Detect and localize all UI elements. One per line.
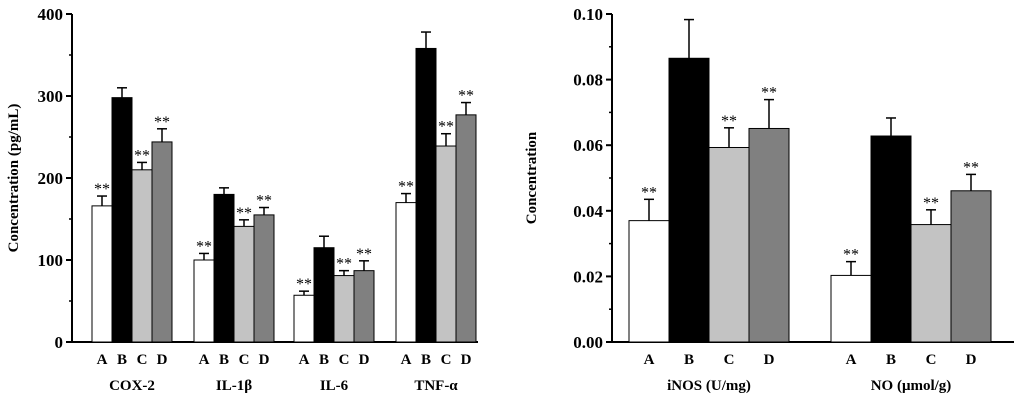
x-tick-label: B (421, 352, 431, 368)
x-tick-label: B (219, 352, 229, 368)
x-tick-label: A (846, 352, 857, 368)
bar-B (870, 135, 912, 343)
x-tick-label: D (966, 352, 977, 368)
significance-marker: ** (236, 205, 252, 222)
y-tick-label: 300 (38, 87, 64, 106)
y-tick-label: 200 (38, 169, 64, 188)
bar-C (435, 145, 457, 343)
y-tick-label: 0.00 (573, 333, 603, 352)
y-axis-title: Concentration (524, 131, 540, 224)
bar-A (395, 202, 417, 343)
significance-marker: ** (336, 256, 352, 273)
x-tick-label: D (461, 352, 472, 368)
x-tick-label: B (319, 352, 329, 368)
significance-marker: ** (458, 88, 474, 105)
bar-A (293, 294, 315, 343)
bar-B (668, 57, 710, 343)
x-tick-label: B (886, 352, 896, 368)
bar-B (111, 97, 133, 343)
bar-C (333, 275, 355, 343)
bar-B (415, 47, 437, 343)
bar-C (708, 146, 750, 343)
x-tick-label: B (684, 352, 694, 368)
y-tick-label: 0.06 (573, 136, 603, 155)
bar-D (353, 270, 375, 343)
significance-marker: ** (398, 179, 414, 196)
x-tick-label: D (359, 352, 370, 368)
x-tick-label: D (259, 352, 270, 368)
group-label: COX-2 (109, 378, 155, 394)
significance-marker: ** (438, 119, 454, 136)
bar-A (830, 274, 872, 343)
bar-A (91, 205, 113, 343)
significance-marker: ** (843, 247, 859, 264)
x-tick-label: A (644, 352, 655, 368)
y-tick-label: 400 (38, 5, 64, 24)
x-tick-label: C (137, 352, 148, 368)
significance-marker: ** (923, 195, 939, 212)
x-tick-label: D (157, 352, 168, 368)
significance-marker: ** (721, 113, 737, 130)
group-label: iNOS (U/mg) (667, 378, 751, 394)
y-axis-title: Concentration (pg/mL) (6, 104, 22, 253)
group-label: NO (μmol/g) (871, 378, 952, 394)
inos-no-chart: 0.00 0.02 0.04 0.06 0.08 0.10 Concentration ** A… (524, 5, 1014, 394)
significance-marker: ** (94, 181, 110, 198)
y-tick-label: 0.02 (573, 267, 603, 286)
bar-D (748, 127, 790, 343)
significance-marker: ** (641, 184, 657, 201)
bar-A (193, 259, 215, 343)
y-tick-label: 0 (55, 333, 64, 352)
bar-C (131, 169, 153, 343)
significance-marker: ** (256, 193, 272, 210)
bar-A (628, 220, 670, 343)
x-tick-label: C (926, 352, 937, 368)
significance-marker: ** (963, 159, 979, 176)
x-tick-label: A (401, 352, 412, 368)
significance-marker: ** (196, 238, 212, 255)
x-tick-label: A (97, 352, 108, 368)
x-tick-label: C (724, 352, 735, 368)
x-tick-label: A (299, 352, 310, 368)
bar-C (233, 225, 255, 343)
significance-marker: ** (154, 114, 170, 131)
x-tick-label: D (764, 352, 775, 368)
group-label: IL-1β (216, 378, 252, 394)
significance-marker: ** (356, 246, 372, 263)
group-label: IL-6 (320, 378, 349, 394)
x-tick-label: A (199, 352, 210, 368)
y-tick-label: 100 (38, 251, 64, 270)
y-tick-label: 0.10 (573, 5, 603, 24)
x-tick-label: C (339, 352, 350, 368)
bar-C (910, 224, 952, 343)
bar-D (950, 190, 992, 343)
significance-marker: ** (134, 147, 150, 164)
bar-B (213, 193, 235, 343)
x-tick-label: C (239, 352, 250, 368)
x-tick-label: C (441, 352, 452, 368)
bar-D (253, 214, 275, 343)
x-tick-label: B (117, 352, 127, 368)
significance-marker: ** (296, 276, 312, 293)
y-tick-label: 0.04 (573, 202, 603, 221)
significance-marker: ** (761, 85, 777, 102)
bar-D (455, 114, 477, 343)
bar-D (151, 141, 173, 343)
bar-B (313, 247, 335, 343)
group-label: TNF-α (414, 378, 458, 394)
y-tick-label: 0.08 (573, 71, 603, 90)
